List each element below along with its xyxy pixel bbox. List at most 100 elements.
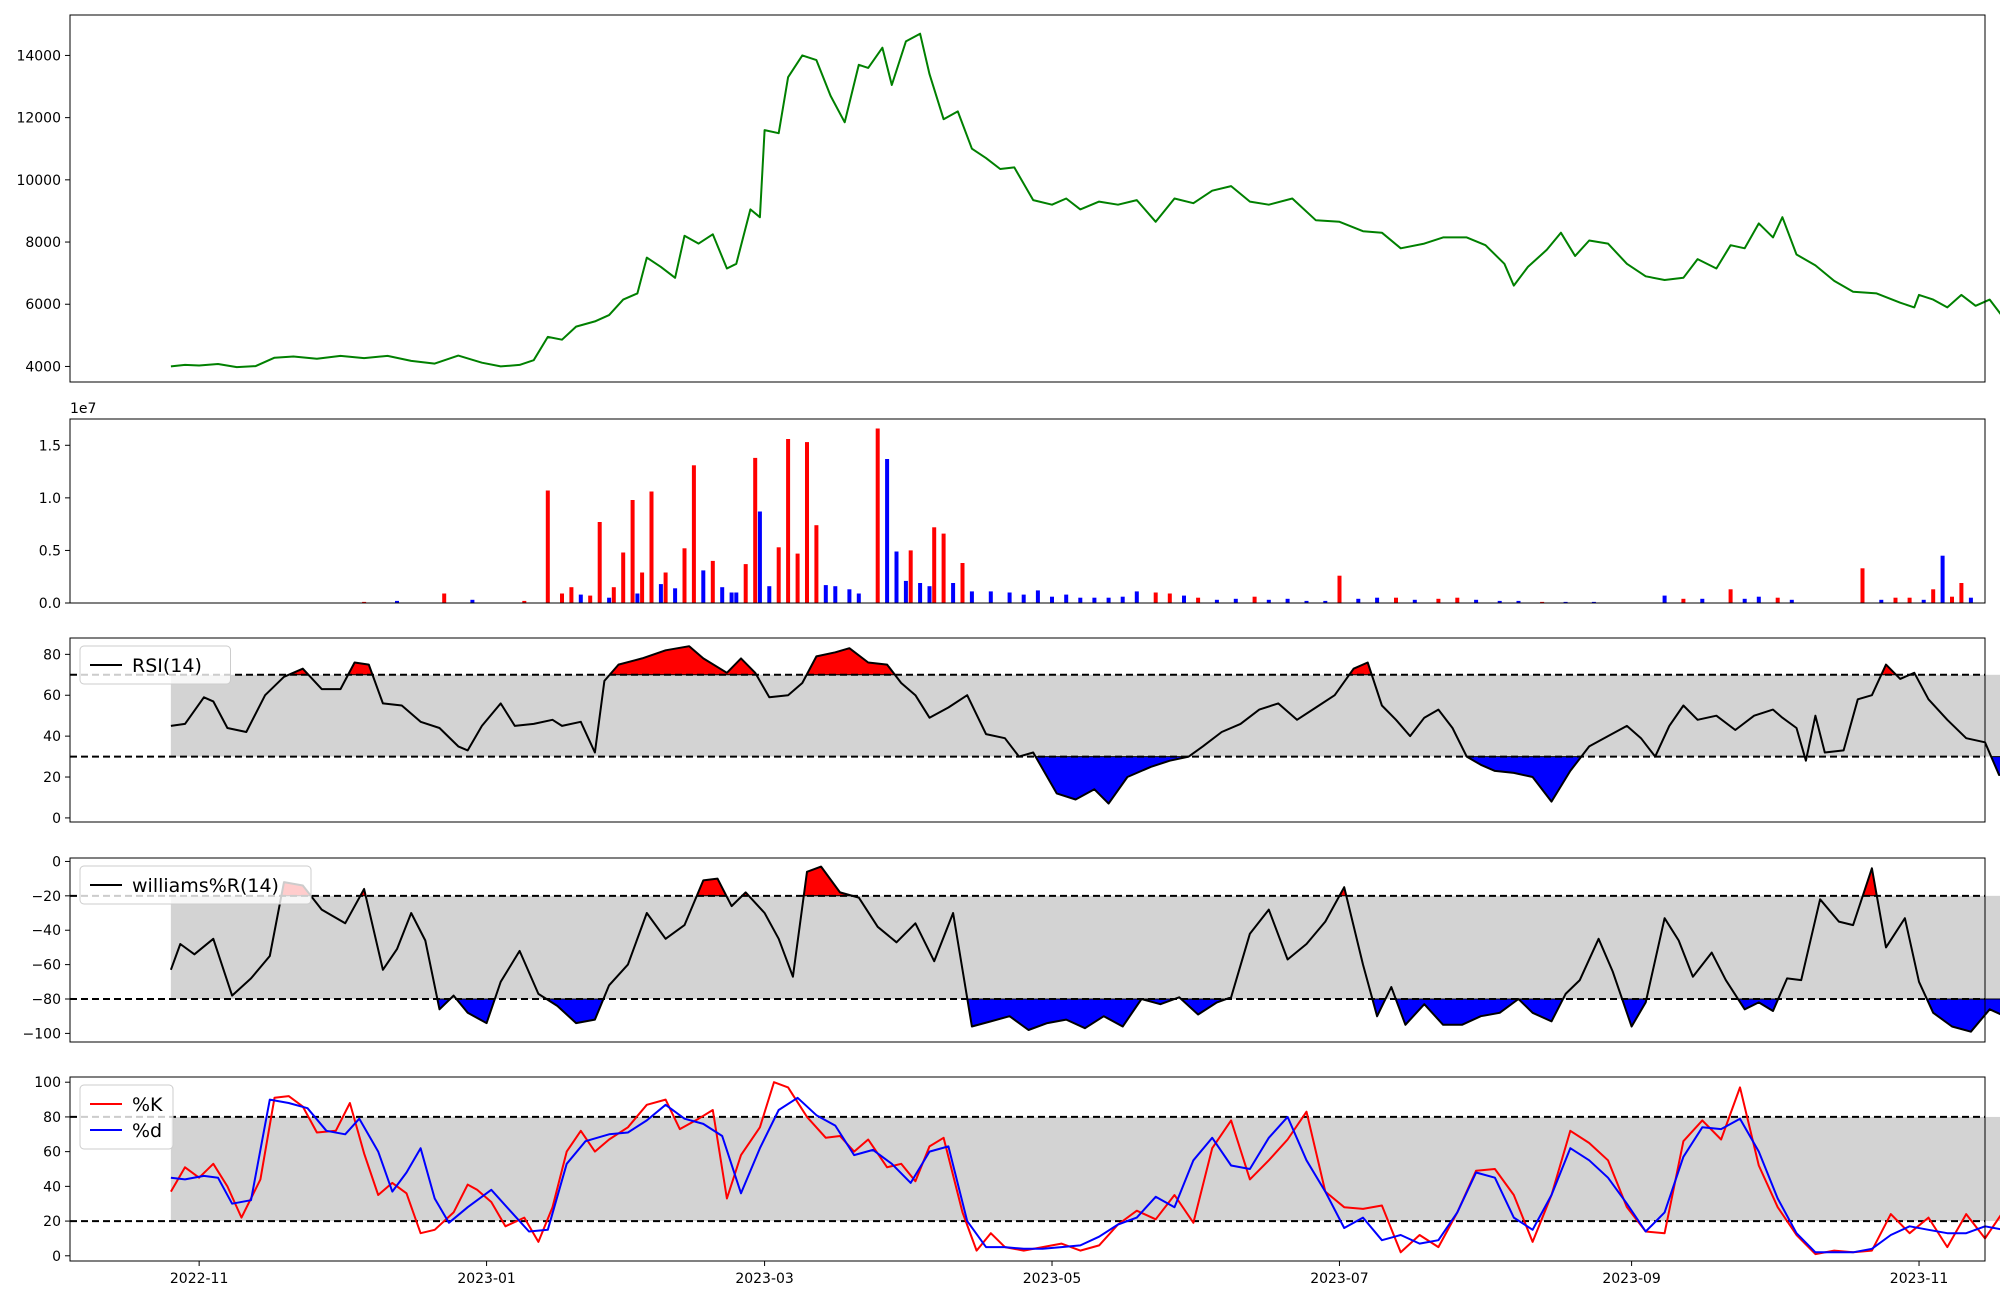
x-tick-label: 2023-03 bbox=[735, 1271, 794, 1287]
volume-bar bbox=[691, 465, 696, 603]
volume-bar bbox=[1591, 601, 1596, 603]
volume-bar bbox=[951, 583, 956, 603]
legend-label: RSI(14) bbox=[132, 655, 202, 677]
volume-bar bbox=[1167, 593, 1172, 603]
volume-bar bbox=[658, 584, 663, 603]
volume-bar bbox=[856, 593, 861, 603]
volume-bar bbox=[611, 587, 616, 603]
volume-bar bbox=[795, 553, 800, 603]
volume-bar bbox=[776, 547, 781, 603]
volume-bar bbox=[1394, 597, 1398, 603]
volume-bar bbox=[941, 533, 946, 603]
volume-bar bbox=[1412, 599, 1417, 603]
williams-r-panel: 0 −20 −40 −60 −80 −100 williams%R(14) bbox=[23, 854, 2000, 1043]
volume-bar bbox=[1968, 597, 1973, 603]
volume-bar bbox=[1516, 600, 1521, 603]
volume-bar bbox=[1662, 595, 1667, 603]
volume-bar bbox=[1436, 598, 1441, 603]
legend-box bbox=[79, 865, 312, 905]
volume-bar bbox=[767, 586, 772, 603]
y-tick-label: 60 bbox=[43, 688, 61, 704]
y-tick-label: −40 bbox=[31, 923, 61, 939]
volume-bar bbox=[1563, 601, 1568, 603]
band-fill bbox=[170, 895, 2000, 1000]
legend-box bbox=[79, 1084, 174, 1150]
y-tick-label: −60 bbox=[31, 958, 61, 974]
d-line bbox=[170, 1096, 2000, 1254]
legend-label: %K bbox=[132, 1094, 163, 1116]
rsi-panel: 0 20 40 60 80 RSI(14) bbox=[43, 637, 2000, 827]
y-tick-label: 1.0 bbox=[39, 491, 61, 507]
volume-bar bbox=[522, 600, 527, 603]
volume-bar bbox=[470, 599, 475, 603]
oversold-fill bbox=[1034, 756, 1189, 805]
y-tick-label: 80 bbox=[43, 1110, 61, 1126]
legend-label: williams%R(14) bbox=[132, 875, 279, 897]
volume-bar bbox=[545, 490, 550, 603]
y-tick-label: 14000 bbox=[16, 48, 61, 64]
volume-bar bbox=[1775, 597, 1780, 603]
y-tick-label: 80 bbox=[43, 647, 61, 663]
volume-bar bbox=[729, 592, 734, 603]
y-tick-label: 0.5 bbox=[39, 543, 61, 559]
volume-bar bbox=[1196, 597, 1201, 603]
volume-bar bbox=[1106, 597, 1111, 603]
volume-bar bbox=[1304, 600, 1309, 603]
y-tick-label: 8000 bbox=[25, 235, 61, 251]
volume-bar bbox=[1285, 598, 1290, 603]
volume-bar bbox=[673, 588, 678, 603]
y-tick-label: 40 bbox=[43, 1179, 61, 1195]
volume-panel: 0.0 0.5 1.0 1.5 1e7 bbox=[39, 401, 1986, 612]
volume-bar bbox=[1474, 599, 1479, 603]
volume-bar bbox=[1728, 589, 1733, 603]
volume-bar bbox=[710, 560, 715, 603]
y-tick-label: 0 bbox=[52, 854, 61, 870]
plot-frame bbox=[69, 418, 1986, 604]
plot-frame bbox=[69, 857, 1986, 1043]
volume-bar bbox=[682, 548, 687, 603]
band-fill bbox=[170, 674, 2000, 757]
volume-bar bbox=[833, 586, 838, 603]
volume-bar bbox=[1742, 598, 1747, 603]
volume-bar bbox=[903, 580, 908, 603]
volume-bar bbox=[753, 457, 758, 603]
volume-bar bbox=[1050, 596, 1054, 603]
volume-bar bbox=[743, 564, 748, 603]
volume-bar bbox=[1860, 568, 1865, 603]
plot-frame bbox=[69, 637, 1986, 823]
volume-bar bbox=[875, 428, 880, 603]
volume-bar bbox=[663, 572, 668, 603]
volume-bar bbox=[885, 459, 890, 603]
volume-bar bbox=[932, 527, 937, 603]
volume-bar bbox=[894, 551, 899, 603]
volume-bar bbox=[442, 593, 447, 603]
volume-bar bbox=[621, 552, 626, 603]
volume-bar bbox=[640, 572, 645, 603]
volume-bar bbox=[1021, 594, 1026, 603]
y-tick-label: 0 bbox=[52, 811, 61, 827]
volume-bar bbox=[1455, 597, 1460, 603]
volume-bar bbox=[1120, 596, 1125, 603]
x-tick-label: 2023-09 bbox=[1602, 1271, 1661, 1287]
y-tick-label: 40 bbox=[43, 729, 61, 745]
volume-bar bbox=[757, 511, 762, 603]
volume-bar bbox=[969, 591, 974, 603]
volume-bar bbox=[1540, 601, 1545, 603]
y-tick-label: 10000 bbox=[16, 173, 61, 189]
volume-bar bbox=[1134, 591, 1139, 603]
volume-bar bbox=[1950, 596, 1954, 603]
volume-bar bbox=[1931, 589, 1936, 603]
volume-bar bbox=[1356, 598, 1361, 603]
y-tick-label: −100 bbox=[23, 1026, 61, 1042]
x-tick-label: 2023-07 bbox=[1310, 1271, 1369, 1287]
price-line bbox=[170, 32, 2000, 369]
volume-bar bbox=[588, 595, 593, 603]
volume-bar bbox=[635, 593, 640, 603]
x-tick-label: 2023-05 bbox=[1023, 1271, 1082, 1287]
x-tick-label: 2022-11 bbox=[170, 1271, 229, 1287]
volume-bar bbox=[786, 439, 791, 603]
y-tick-label: 6000 bbox=[25, 297, 61, 313]
volume-bar bbox=[597, 522, 602, 603]
volume-bar bbox=[1921, 599, 1926, 603]
